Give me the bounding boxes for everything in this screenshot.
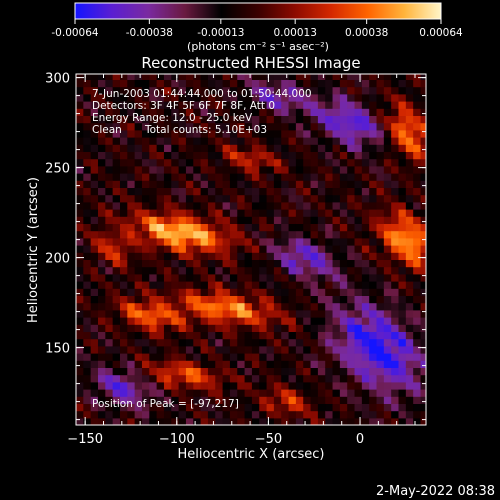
plot-frame — [75, 73, 427, 426]
y-tick-label: 200 — [45, 252, 70, 267]
footer-timestamp: 2-May-2022 08:38 — [376, 484, 495, 499]
y-axis-label: Heliocentric Y (arcsec) — [26, 177, 41, 323]
colorbar-tick-label: 0.00064 — [419, 27, 463, 39]
colorbar-tick-label: 0.00013 — [273, 27, 316, 39]
y-tick-label: 250 — [45, 162, 70, 177]
x-tick-label: 0 — [356, 432, 364, 447]
colorbar-tick-label: -0.00013 — [197, 27, 244, 39]
x-tick-label: −150 — [67, 432, 103, 447]
x-tick-label: −100 — [159, 432, 195, 447]
colorbar-tick-label: -0.00038 — [126, 27, 173, 39]
colorbar-gradient — [74, 2, 442, 20]
colorbar-ticks: -0.00064 -0.00038 -0.00013 0.00013 0.00038 0.… — [51, 19, 463, 39]
observation-info: 7-Jun-2003 01:44:44.000 to 01:50:44.000 … — [92, 88, 312, 410]
total-counts-text: Total counts: 5.10E+03 — [144, 124, 267, 136]
detectors-text: Detectors: 3F 4F 5F 6F 7F 8F, Att 0 — [92, 100, 275, 112]
y-axis: 150 200 250 300 — [45, 72, 426, 421]
y-tick-label: 150 — [45, 342, 70, 357]
x-axis: −150 −100 −50 0 — [67, 74, 416, 447]
energy-range-text: Energy Range: 12.0 - 25.0 keV — [92, 112, 253, 124]
peak-position-text: Position of Peak = [-97,217] — [92, 398, 239, 410]
y-tick-label: 300 — [45, 72, 70, 87]
x-tick-label: −50 — [255, 432, 282, 447]
colorbar-unit-label: (photons cm⁻² s⁻¹ asec⁻²) — [187, 40, 329, 53]
colorbar-tick-label: -0.00064 — [51, 27, 99, 39]
time-range-text: 7-Jun-2003 01:44:44.000 to 01:50:44.000 — [92, 88, 312, 100]
heatmap-image — [76, 74, 426, 425]
chart-title: Reconstructed RHESSI Image — [141, 54, 360, 72]
method-text: Clean — [92, 124, 122, 136]
x-axis-label: Heliocentric X (arcsec) — [178, 447, 325, 462]
colorbar: -0.00064 -0.00038 -0.00013 0.00013 0.00038 0.… — [51, 2, 463, 53]
colorbar-tick-label: 0.00038 — [345, 27, 388, 39]
